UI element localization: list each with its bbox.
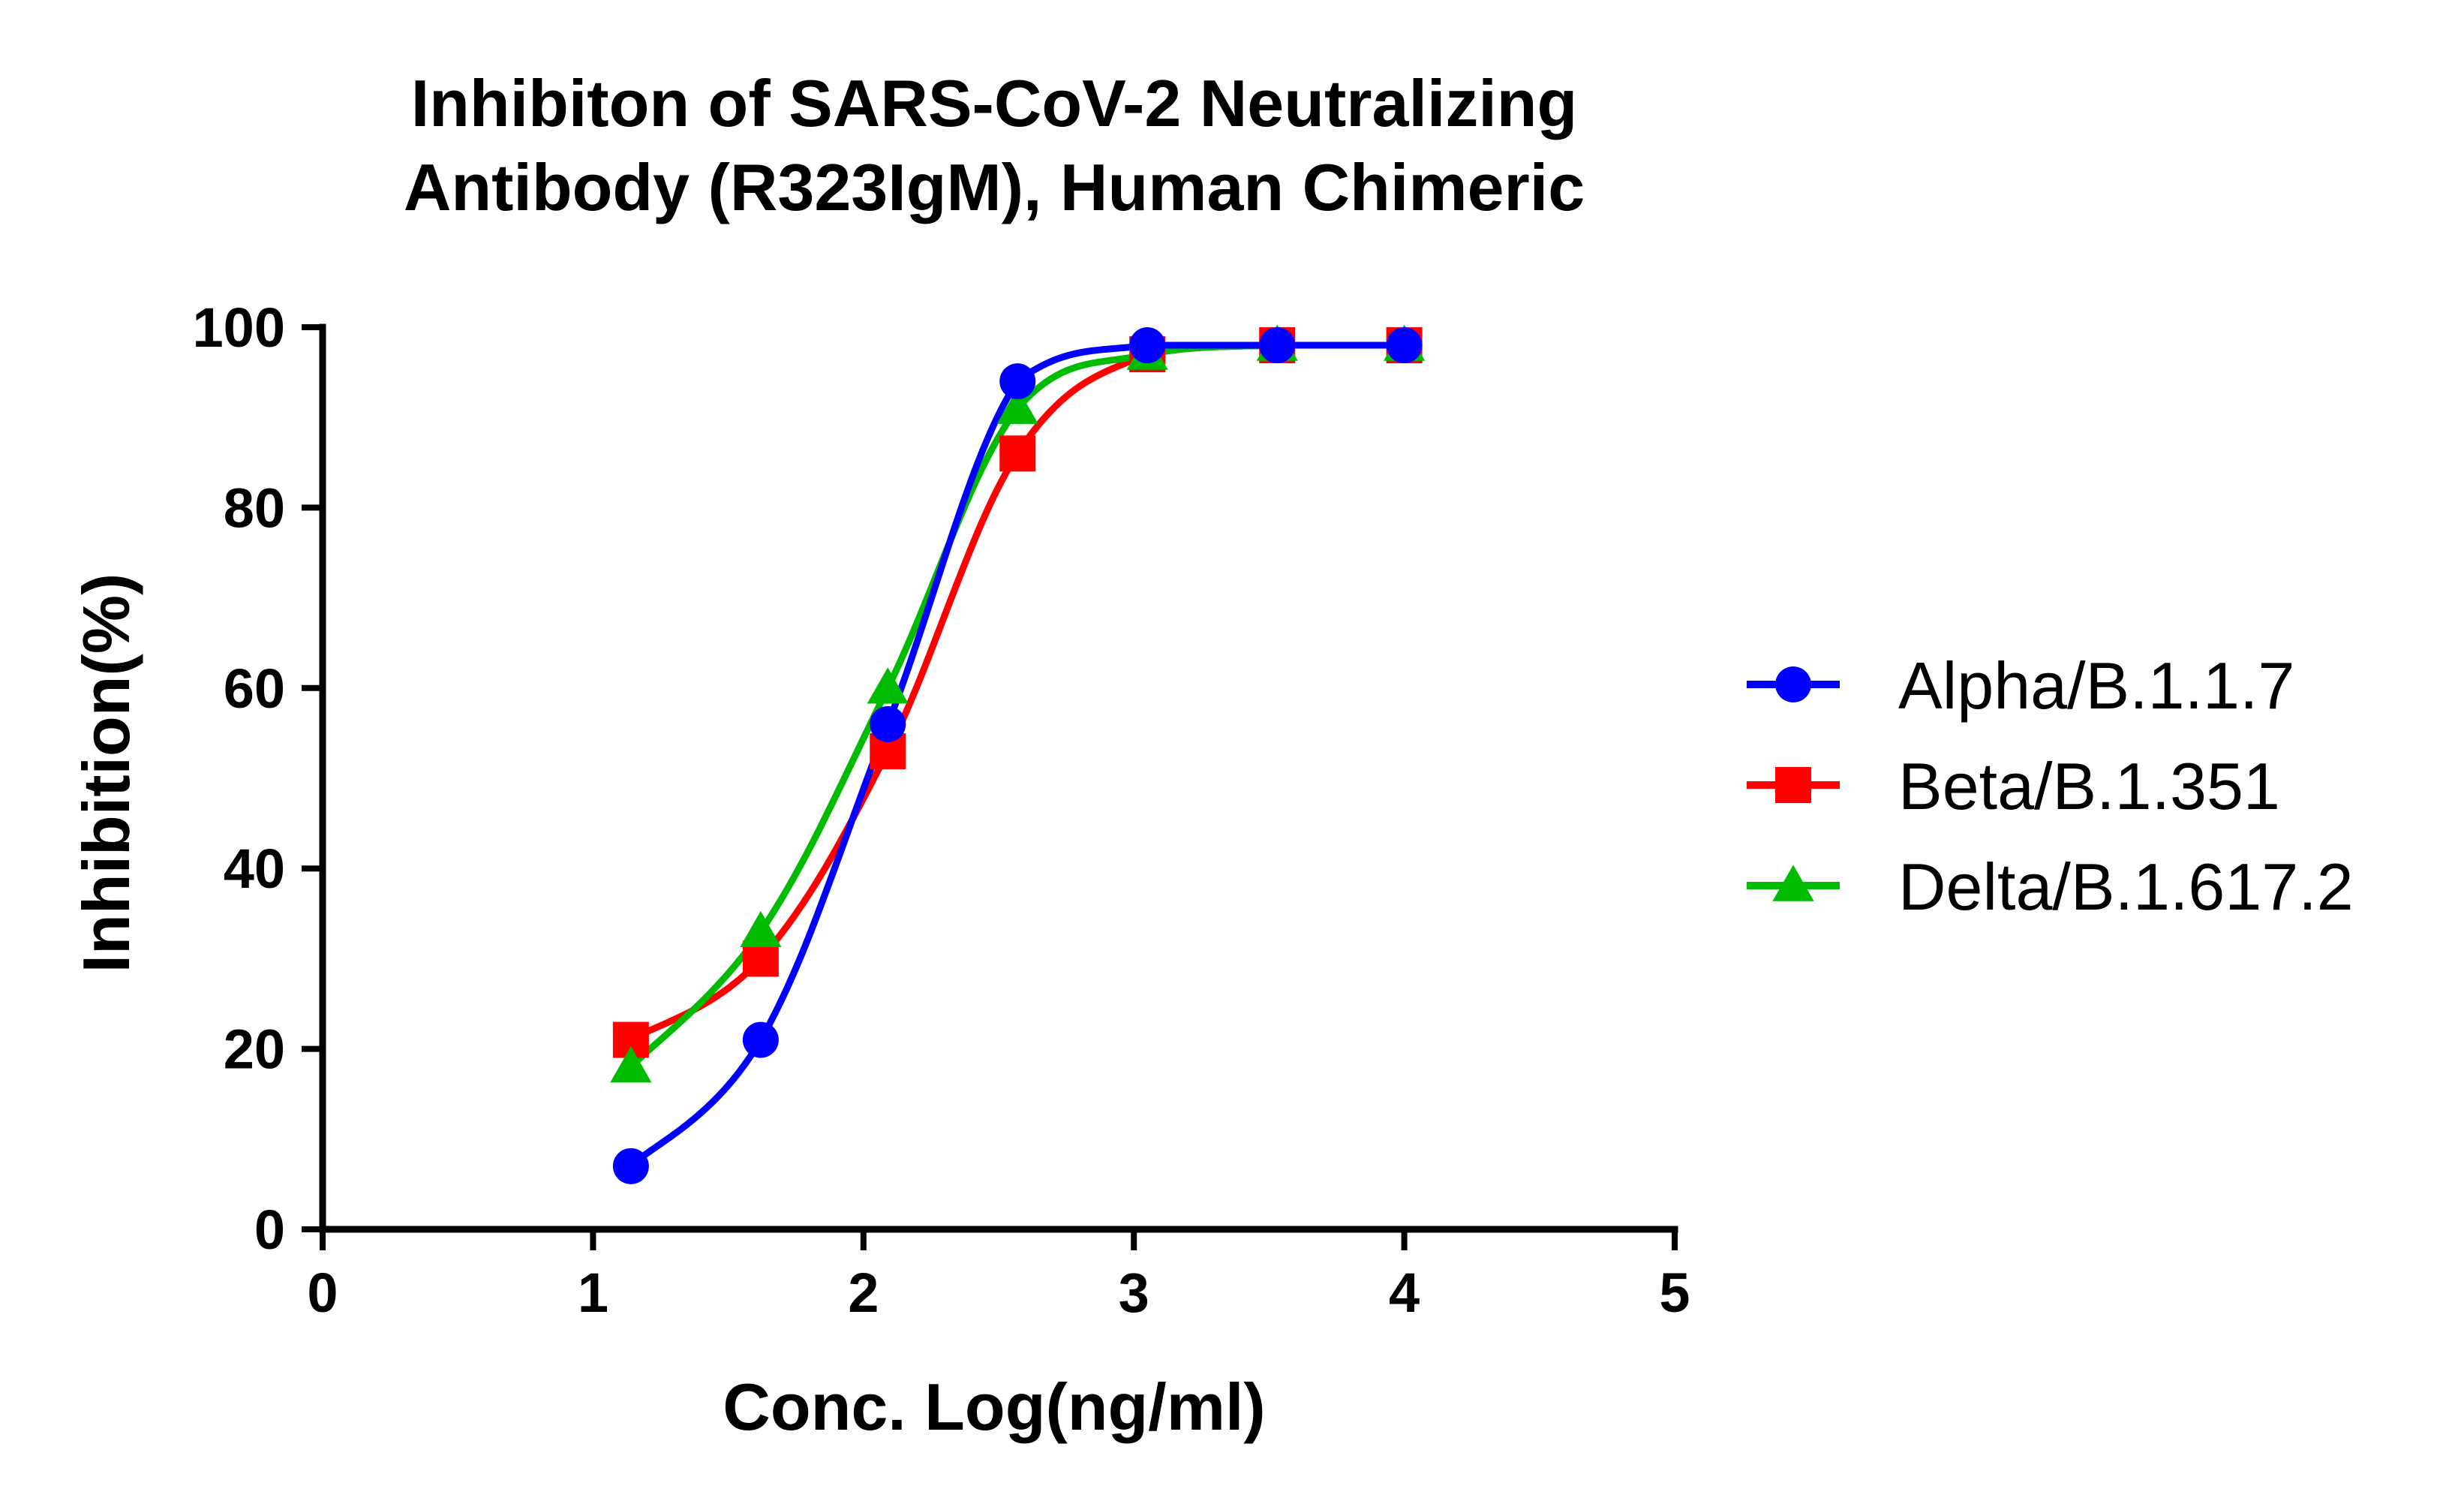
data-markers xyxy=(610,324,1426,1184)
y-tick-label: 0 xyxy=(254,1199,285,1261)
data-point-0-0 xyxy=(612,1148,649,1184)
data-point-2-3 xyxy=(996,387,1038,424)
y-tick-label: 80 xyxy=(224,477,285,539)
y-tick-label: 100 xyxy=(193,296,285,359)
x-tick-label: 1 xyxy=(578,1262,608,1324)
legend-item: Alpha/B.1.1.7 xyxy=(1747,648,2294,723)
data-point-1-3 xyxy=(999,435,1036,472)
legend-marker xyxy=(1775,767,1811,803)
legend-label: Delta/B.1.617.2 xyxy=(1898,850,2354,924)
data-point-0-3 xyxy=(999,363,1036,400)
data-point-2-2 xyxy=(867,667,909,704)
y-axis-label: Inhibition(%) xyxy=(69,573,143,973)
x-tick-label: 4 xyxy=(1389,1262,1420,1324)
x-tick-label: 2 xyxy=(848,1262,879,1324)
data-point-0-2 xyxy=(870,705,906,742)
chart-title-line-1: Inhibiton of SARS-CoV-2 Neutralizing xyxy=(411,66,1578,140)
y-tick-label: 20 xyxy=(224,1018,285,1081)
data-point-0-1 xyxy=(742,1021,779,1058)
y-tick-label: 60 xyxy=(224,657,285,720)
data-point-0-4 xyxy=(1129,327,1166,364)
chart-title: Inhibiton of SARS-CoV-2 Neutralizing Ant… xyxy=(404,66,1585,224)
legend: Alpha/B.1.1.7 Beta/B.1.351 Delta/B.1.617.2 xyxy=(1747,648,2354,924)
legend-marker xyxy=(1775,666,1811,702)
legend-item: Delta/B.1.617.2 xyxy=(1747,850,2354,924)
x-tick-label: 5 xyxy=(1659,1262,1690,1324)
legend-label: Beta/B.1.351 xyxy=(1898,749,2280,823)
legend-marker xyxy=(1772,865,1814,901)
data-point-0-6 xyxy=(1386,327,1423,364)
data-point-2-0 xyxy=(610,1046,652,1083)
chart-title-line-2: Antibody (R323IgM), Human Chimeric xyxy=(404,150,1585,224)
x-tick-label: 0 xyxy=(307,1262,338,1324)
x-axis-label: Conc. Log(ng/ml) xyxy=(723,1370,1265,1444)
data-point-2-1 xyxy=(740,910,782,948)
legend-label: Alpha/B.1.1.7 xyxy=(1898,648,2294,723)
x-tick-label: 3 xyxy=(1119,1262,1149,1324)
axes: 0 1 2 3 4 5 0 20 40 60 80 100 xyxy=(193,296,1690,1324)
legend-item: Beta/B.1.351 xyxy=(1747,749,2280,823)
data-point-0-5 xyxy=(1259,327,1296,364)
y-tick-label: 40 xyxy=(224,838,285,900)
